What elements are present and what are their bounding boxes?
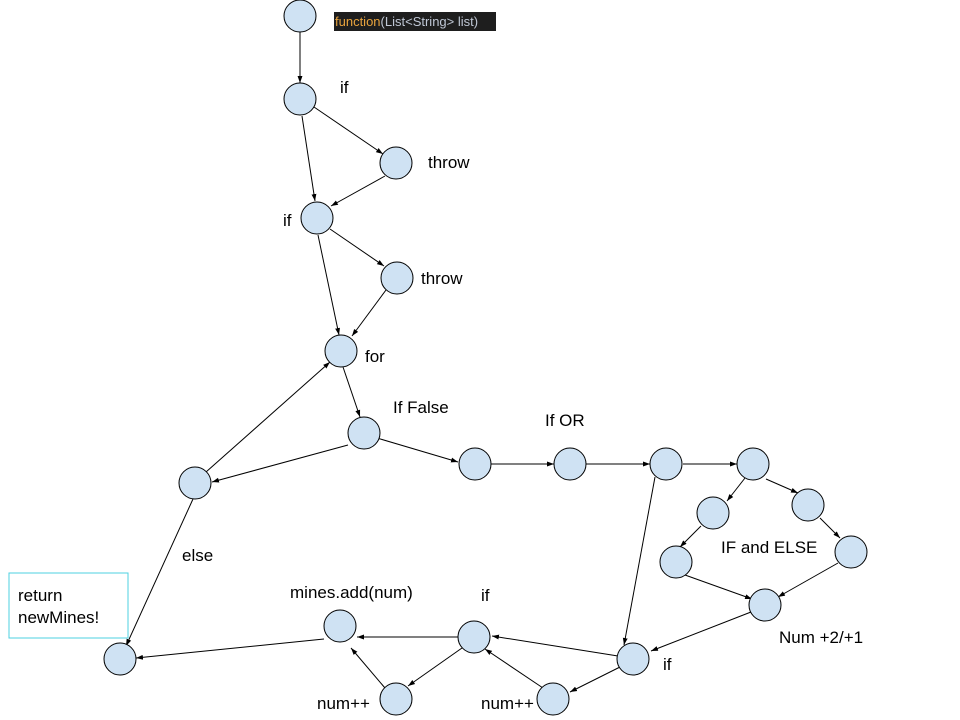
node-right-b — [792, 489, 824, 521]
svg-text:function(List<String> list): function(List<String> list) — [335, 14, 478, 29]
node-branch-2 — [737, 448, 769, 480]
edge-iffalse-to-else — [212, 445, 348, 482]
edge-b2-to-merge — [778, 563, 838, 597]
node-if-or — [554, 448, 586, 480]
node-num-inc-left — [380, 683, 412, 715]
label-num-inc-left: num++ — [317, 694, 370, 713]
edge-minesadd-to-return — [136, 639, 324, 658]
label-throw-2: throw — [421, 269, 463, 288]
node-if-2 — [301, 202, 333, 234]
label-if-false: If False — [393, 398, 449, 417]
node-else — [179, 467, 211, 499]
nodes — [104, 0, 867, 715]
edge-throw2-to-for — [352, 290, 386, 336]
label-if-or: If OR — [545, 411, 585, 430]
node-throw-2 — [381, 262, 413, 294]
label-else: else — [182, 546, 213, 565]
edge-if1-to-throw1 — [314, 107, 383, 154]
signature-params: (List<String> list) — [381, 14, 479, 29]
label-if-1: if — [340, 78, 349, 97]
node-mines-add — [324, 610, 356, 642]
label-num-inc-right: num++ — [481, 694, 534, 713]
edge-else-to-for — [206, 362, 330, 472]
label-throw-1: throw — [428, 153, 470, 172]
node-branch-1 — [650, 448, 682, 480]
label-if-bottom-mid: if — [481, 586, 490, 605]
edge-numinc-right-to-ifmid — [485, 649, 543, 688]
node-num-step — [749, 589, 781, 621]
node-if-bottom-right — [617, 643, 649, 675]
edge-a1-to-a2 — [680, 526, 701, 547]
edge-ifmid-to-numinc-left — [408, 648, 462, 686]
node-return — [104, 643, 136, 675]
edge-numinc-left-to-minesadd — [351, 648, 385, 688]
edge-merge-to-ifright — [651, 612, 751, 651]
node-if-1 — [284, 83, 316, 115]
label-mines-add: mines.add(num) — [290, 583, 413, 602]
node-left-a2 — [660, 546, 692, 578]
edge-if2-to-for — [318, 235, 339, 335]
label-if-2: if — [283, 211, 292, 230]
node-if-and-else — [835, 536, 867, 568]
edge-for-to-iffalse — [343, 367, 360, 417]
edge-iffalse-to-n1 — [377, 438, 458, 462]
node-start — [284, 0, 316, 32]
label-num-step: Num +2/+1 — [779, 628, 863, 647]
label-for: for — [365, 347, 385, 366]
return-line-2: newMines! — [18, 608, 99, 627]
edge-n3-to-ifright — [624, 477, 655, 645]
edge-else-to-return — [126, 499, 193, 646]
node-throw-1 — [380, 147, 412, 179]
node-if-false — [348, 417, 380, 449]
edge-ifright-to-ifmid — [492, 636, 618, 656]
edge-if2-to-throw2 — [330, 229, 384, 266]
edge-n4-to-b1 — [766, 479, 798, 493]
edge-if1-to-if2 — [302, 116, 315, 201]
return-box: return newMines! — [9, 573, 128, 638]
label-if-and-else: IF and ELSE — [721, 538, 817, 557]
edge-a2-to-merge — [685, 575, 752, 599]
return-line-1: return — [18, 586, 62, 605]
node-after-if-false — [459, 448, 491, 480]
edge-ifright-to-numinc-right — [570, 667, 620, 692]
edge-n4-to-a1 — [727, 478, 745, 501]
label-if-bottom-right: if — [663, 655, 672, 674]
function-signature: function(List<String> list) — [334, 12, 496, 31]
signature-keyword: function — [335, 14, 381, 29]
node-if-bottom-mid — [458, 621, 490, 653]
node-num-inc-right — [537, 683, 569, 715]
edge-b1-to-b2 — [820, 518, 840, 538]
node-left-a — [697, 497, 729, 529]
edge-throw1-to-if2 — [331, 176, 385, 206]
node-for — [325, 335, 357, 367]
